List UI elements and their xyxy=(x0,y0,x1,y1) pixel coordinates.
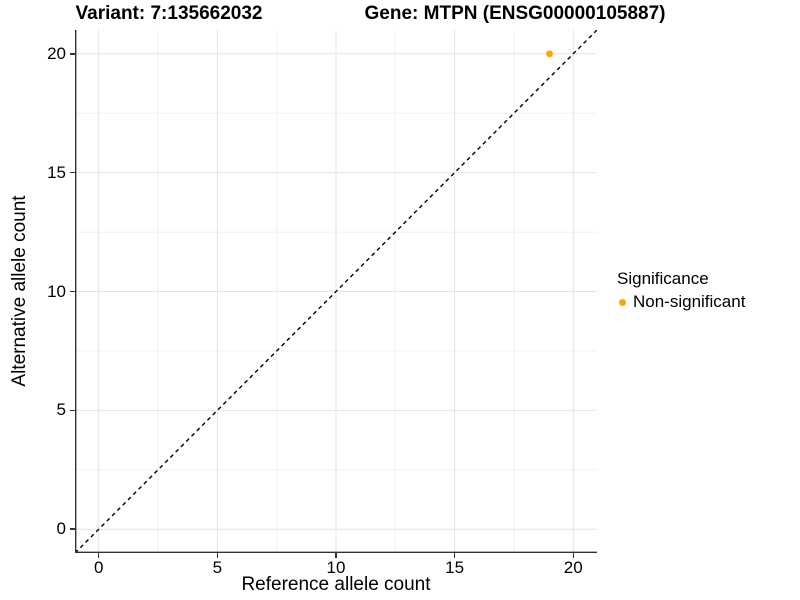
x-tick-mark xyxy=(97,553,100,558)
legend: Significance Non-significant xyxy=(617,269,745,312)
y-tick-label: 0 xyxy=(56,519,66,539)
y-tick-mark xyxy=(70,290,75,293)
plot-panel xyxy=(74,29,598,554)
x-tick-label: 20 xyxy=(563,558,583,577)
x-tick-label: 0 xyxy=(93,558,104,577)
plot-title-variant: Variant: 7:135662032 xyxy=(75,3,263,24)
plot-area-canvas xyxy=(74,29,598,554)
y-tick-label: 20 xyxy=(47,43,66,63)
y-axis-title: Alternative allele count xyxy=(9,195,30,387)
x-tick-mark xyxy=(335,553,337,558)
identity-dashed-line xyxy=(74,29,598,554)
y-tick-mark xyxy=(70,171,75,174)
y-tick-mark xyxy=(70,409,75,412)
legend-entry-label: Non-significant xyxy=(633,292,746,311)
x-tick-mark xyxy=(453,553,456,558)
y-tick-label: 10 xyxy=(47,281,66,301)
x-tick-mark xyxy=(572,553,575,558)
y-tick-mark xyxy=(70,528,75,530)
x-tick-label: 10 xyxy=(326,558,346,577)
legend-entries: Non-significant xyxy=(617,292,745,312)
x-tick-label: 15 xyxy=(445,558,465,577)
legend-key-dot-icon xyxy=(619,298,626,306)
x-tick-mark xyxy=(216,553,219,558)
y-tick-mark xyxy=(70,53,75,55)
x-axis-title: Reference allele count xyxy=(241,574,431,595)
legend-entry: Non-significant xyxy=(617,292,745,312)
y-tick-label: 5 xyxy=(56,400,66,420)
x-tick-label: 5 xyxy=(212,558,223,577)
legend-title: Significance xyxy=(617,269,709,288)
y-tick-label: 15 xyxy=(47,162,66,182)
plot-title-gene: Gene: MTPN (ENSG00000105887) xyxy=(364,3,666,24)
data-point xyxy=(546,50,553,58)
